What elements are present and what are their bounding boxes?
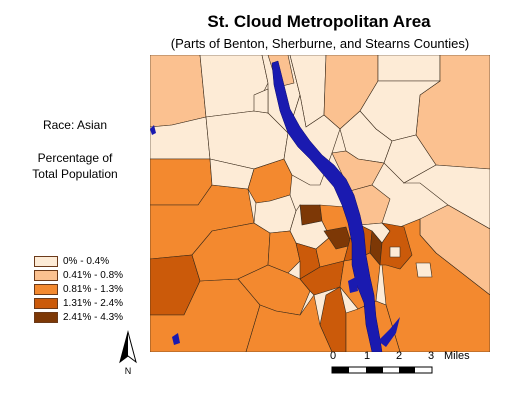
scale-bar: 0 1 2 3 Miles [330,350,490,380]
tract [150,55,207,128]
river-path [150,125,156,135]
variable-label: Race: Asian [42,118,108,132]
tract [415,262,433,278]
legend-label: 0% - 0.4% [63,255,110,267]
river [150,60,400,352]
measure-label-line1: Percentage of [37,151,113,165]
scale-tick-label: 3 [428,350,435,362]
legend-label: 1.31% - 2.4% [63,297,124,309]
tract [377,55,441,82]
north-label: N [125,366,132,376]
tract [389,246,401,258]
measure-label-line2: Total Population [32,167,118,181]
tract [245,294,333,352]
river-path [378,317,400,347]
legend-swatch [34,283,58,295]
legend-heading: Race: Asian Percentage of Total Populati… [0,118,150,182]
scale-tick-label: 0 [330,350,337,362]
legend-label: 2.41% - 4.3% [63,311,124,323]
map-legend: 0% - 0.4% 0.41% - 0.8% 0.81% - 1.3% 1.31… [34,254,123,324]
map-canvas [150,55,490,352]
scale-bar-graphic [331,366,433,374]
legend-swatch [34,255,58,267]
scale-labels: 0 1 2 3 Miles [330,350,490,364]
legend-swatch [34,297,58,309]
legend-label: 0.81% - 1.3% [63,283,124,295]
scale-tick-label: 2 [396,350,403,362]
legend-item: 2.41% - 4.3% [34,310,123,324]
legend-item: 0.81% - 1.3% [34,282,123,296]
north-arrow-icon: N [119,330,137,376]
map-title: St. Cloud Metropolitan Area [207,12,431,31]
legend-label: 0.41% - 0.8% [63,269,124,281]
tract [379,222,413,270]
legend-swatch [34,269,58,281]
river-path [348,277,358,293]
legend-item: 0% - 0.4% [34,254,123,268]
scale-unit: Miles [444,350,470,362]
map-subtitle: (Parts of Benton, Sherburne, and Stearns… [170,36,470,51]
legend-item: 1.31% - 2.4% [34,296,123,310]
river-path [271,60,383,352]
river-path [172,333,180,345]
legend-swatch [34,311,58,323]
legend-item: 0.41% - 0.8% [34,268,123,282]
scale-tick-label: 1 [364,350,371,362]
tract [253,88,269,114]
